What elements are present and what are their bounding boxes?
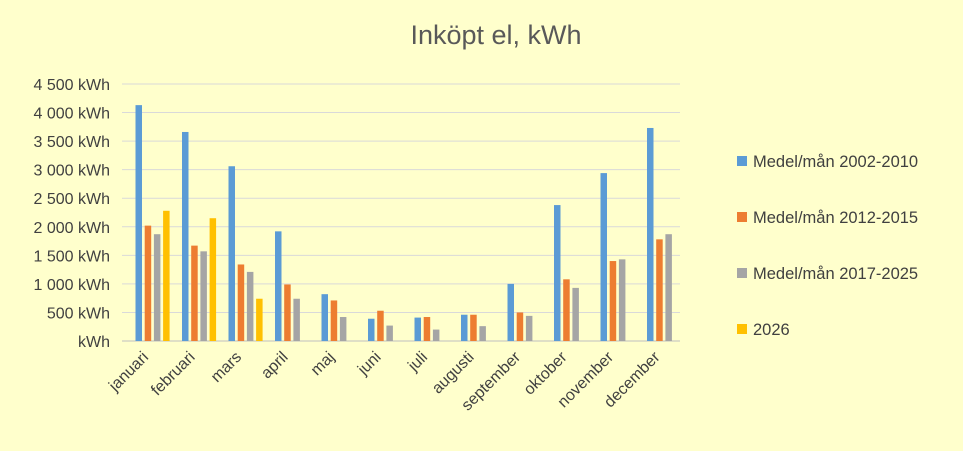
bar-augusti-series-2 (470, 314, 477, 341)
y-tick-label: 1 000 kWh (34, 277, 110, 294)
x-category-label: mars (208, 349, 245, 386)
y-tick-label: 4 000 kWh (34, 106, 110, 123)
bar-april-series-1 (275, 231, 282, 341)
y-tick-label: 500 kWh (47, 305, 110, 322)
bar-oktober-series-1 (554, 205, 561, 341)
bar-maj-series-3 (339, 317, 347, 341)
y-tick-label: 2 000 kWh (34, 220, 110, 237)
bar-januari-series-2 (144, 225, 152, 341)
bar-juli-series-2 (423, 317, 431, 341)
y-tick-label: 2 500 kWh (34, 191, 110, 208)
bar-mars-series-3 (246, 271, 254, 341)
y-tick-label: kWh (78, 334, 110, 351)
y-tick-label: 3 500 kWh (34, 134, 110, 151)
legend: Medel/mån 2002-2010 Medel/mån 2012-2015 Me… (737, 153, 918, 339)
chart-title: Inköpt el, kWh (410, 20, 581, 50)
bar-juli-series-3 (432, 329, 440, 341)
bar-september-series-3 (525, 315, 533, 341)
legend-label: Medel/mån 2012-2015 (753, 209, 918, 227)
bar-februari-series-2 (191, 245, 198, 341)
legend-swatch (737, 156, 747, 166)
x-category-label: maj (308, 349, 338, 379)
bar-januari-series-4 (163, 210, 170, 341)
bar-februari-series-1 (182, 131, 189, 341)
legend-swatch (737, 212, 747, 222)
bar-december-series-3 (665, 234, 672, 341)
bar-maj-series-2 (330, 300, 338, 341)
bar-juli-series-1 (414, 317, 421, 341)
bar-april-series-3 (293, 298, 300, 341)
bar-juni-series-1 (368, 318, 375, 341)
bar-maj-series-1 (321, 294, 328, 341)
legend-label: Medel/mån 2002-2010 (753, 153, 918, 171)
bar-november-series-3 (618, 259, 626, 341)
bar-mars-series-2 (237, 264, 245, 341)
x-category-label: juni (354, 349, 384, 379)
y-tick-label: 4 500 kWh (34, 77, 110, 94)
bar-november-series-2 (609, 261, 617, 341)
y-axis-tick-labels: kWh 500 kWh 1 000 kWh 1 500 kWh 2 000 kWh 2 5… (34, 77, 110, 351)
bar-februari-series-3 (200, 251, 207, 341)
x-category-label: januari (105, 349, 152, 396)
bar-december-series-2 (656, 239, 663, 341)
x-category-label: april (258, 349, 291, 382)
legend-label: Medel/mån 2017-2025 (753, 265, 918, 283)
x-category-label: juli (405, 349, 432, 376)
bar-september-series-1 (507, 283, 514, 341)
bar-mars-series-4 (256, 298, 263, 341)
bar-december-series-1 (647, 127, 654, 341)
bar-januari-series-3 (153, 234, 161, 341)
legend-swatch (737, 268, 747, 278)
y-tick-label: 1 500 kWh (34, 248, 110, 265)
bar-september-series-2 (516, 312, 524, 341)
bar-oktober-series-3 (572, 287, 579, 341)
x-category-label: februari (148, 349, 198, 399)
bars (135, 105, 672, 342)
y-tick-label: 3 000 kWh (34, 163, 110, 180)
bar-oktober-series-2 (563, 279, 570, 341)
bar-november-series-1 (600, 173, 607, 341)
bar-augusti-series-1 (461, 314, 468, 341)
bar-april-series-2 (284, 284, 291, 341)
bar-februari-series-4 (209, 218, 217, 341)
bar-augusti-series-3 (479, 326, 486, 341)
bar-juni-series-2 (377, 310, 384, 341)
bar-juni-series-3 (386, 325, 393, 341)
bar-januari-series-1 (135, 105, 142, 342)
legend-label: 2026 (753, 321, 790, 339)
legend-swatch (737, 324, 747, 334)
bar-mars-series-1 (228, 166, 235, 341)
